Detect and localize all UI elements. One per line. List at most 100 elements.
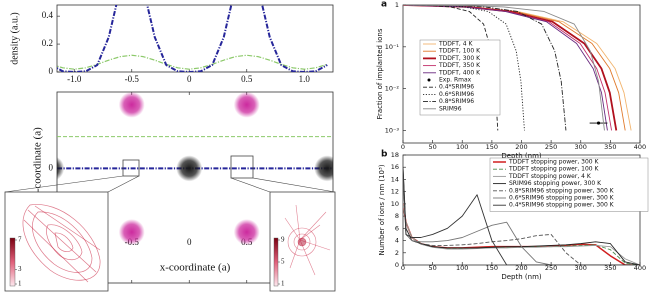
x-tick-label: -0.5 bbox=[125, 74, 140, 84]
legend-label: TDDFT stopping power, 300 K bbox=[508, 159, 599, 166]
legend-label: TDDFT, 100 K bbox=[438, 48, 481, 55]
y-tick-label: 0.2 bbox=[42, 38, 53, 48]
atom bbox=[176, 155, 203, 182]
left-panels: -0.5 0 0.5 0 x-coordinate (a) y-coordinate (a… bbox=[4, 4, 336, 292]
right-panels: 0 50 100 150 200 250 300 350 400110⁻¹10⁻²10⁻³Dep… bbox=[376, 0, 649, 281]
legend-label: 0.6*SRIM96 stopping power, 300 K bbox=[509, 195, 615, 202]
x-tick-label: 250 bbox=[545, 264, 557, 272]
y-tick-label: 8 bbox=[395, 212, 399, 220]
colorbar-tick-label: 3 bbox=[18, 265, 22, 273]
panel-label: a bbox=[381, 0, 387, 10]
x-tick-label: -1.0 bbox=[67, 74, 82, 84]
x-tick-label: 50 bbox=[428, 264, 436, 272]
y-axis-label: Number of ions / nm (10³) bbox=[378, 164, 386, 255]
legend-label: 0.8*SRIM96 bbox=[439, 98, 474, 105]
connector bbox=[107, 175, 140, 193]
legend-label: 0.4*SRIM96 stopping power, 300 K bbox=[509, 202, 615, 209]
colorbar-tick-label: 1 bbox=[281, 280, 285, 288]
x-tick-label: 200 bbox=[515, 143, 527, 151]
x-tick-label: 0.5 bbox=[241, 74, 253, 84]
legend-label: TDDFT stopping power, 4 K bbox=[508, 173, 592, 180]
y-tick-label: 2 bbox=[395, 249, 399, 257]
legend-swatch bbox=[427, 78, 431, 82]
x-tick-label: 100 bbox=[456, 143, 468, 151]
x-tick-label: 150 bbox=[486, 264, 498, 272]
legend-label: TDDFT, 350 K bbox=[438, 62, 481, 69]
x-tick-label: 0 bbox=[401, 264, 405, 272]
atom bbox=[233, 92, 260, 118]
inset-heatmap bbox=[269, 191, 336, 292]
x-tick-label: 0 bbox=[187, 74, 192, 84]
x-axis-label: Depth (nm) bbox=[501, 152, 542, 160]
chart: -1.0 -0.5 0 0.5 1.0 0 0.2 0.4 density (a.u.) bbox=[9, 4, 334, 84]
legend-label: 0.6*SRIM96 bbox=[439, 91, 474, 98]
legend-label: 0.4*SRIM96 bbox=[439, 84, 474, 91]
connector bbox=[252, 177, 336, 193]
y-tick-label: 0 bbox=[395, 261, 399, 269]
legend-label: SRIM96 bbox=[439, 105, 462, 112]
series-line bbox=[403, 5, 608, 131]
legend-label: TDDFT, 400 K bbox=[438, 69, 481, 76]
legend-box bbox=[419, 39, 501, 116]
x-tick-label: 50 bbox=[428, 143, 436, 151]
y-tick-label: 10⁻¹ bbox=[385, 43, 400, 51]
x-tick-label: 350 bbox=[604, 264, 616, 272]
chart: 0 50 100 150 200 250 300 350 400024681012141618D… bbox=[378, 150, 649, 281]
y-tick-label: 0 bbox=[49, 162, 54, 172]
colorbar-tick-label: 7 bbox=[18, 236, 22, 244]
legend-label: SRIM96 stopping power, 300 K bbox=[509, 180, 602, 187]
y-tick-label: 12 bbox=[391, 188, 399, 196]
series-line bbox=[403, 5, 567, 131]
x-axis-label: Depth (nm) bbox=[501, 273, 542, 281]
y-tick-label: 0 bbox=[49, 66, 54, 76]
y-axis-label: Fraction of implanted ions bbox=[376, 28, 384, 119]
series-line bbox=[403, 203, 640, 265]
panel-label: b bbox=[381, 150, 388, 160]
atom bbox=[118, 219, 145, 246]
atom bbox=[118, 92, 145, 118]
atom bbox=[233, 219, 260, 246]
series-line bbox=[403, 203, 640, 265]
series-line bbox=[403, 5, 605, 131]
x-tick-label: 300 bbox=[575, 143, 587, 151]
y-tick-label: 0.4 bbox=[42, 10, 54, 20]
x-tick-label: 400 bbox=[634, 143, 646, 151]
plot-frame bbox=[56, 91, 334, 284]
x-tick-label: 1.0 bbox=[299, 74, 311, 84]
x-tick-label: 350 bbox=[604, 143, 616, 151]
series-line bbox=[403, 203, 640, 265]
zoom-box bbox=[230, 155, 254, 179]
series-line bbox=[403, 173, 640, 265]
y-tick-label: 18 bbox=[391, 151, 399, 159]
y-axis-label: y-coordinate (a) bbox=[32, 127, 44, 198]
connector bbox=[4, 175, 124, 193]
x-tick-label: 150 bbox=[486, 143, 498, 151]
x-tick-label: 300 bbox=[575, 264, 587, 272]
x-tick-label: 200 bbox=[515, 264, 527, 272]
data-point bbox=[596, 121, 601, 125]
zoom-box bbox=[122, 159, 140, 177]
x-tick-label: 0 bbox=[401, 143, 405, 151]
colorbar-tick-label: 5 bbox=[281, 258, 285, 266]
y-tick-label: 10 bbox=[391, 200, 399, 208]
legend-label: 0.8*SRIM96 stopping power, 300 K bbox=[509, 187, 615, 194]
y-tick-label: 10⁻³ bbox=[385, 126, 400, 134]
y-tick-label: 16 bbox=[391, 163, 399, 171]
inset-heatmap bbox=[4, 191, 109, 292]
legend-label: TDDFT, 4 K bbox=[438, 41, 473, 48]
x-tick-label: 0 bbox=[187, 237, 192, 247]
y-tick-label: 14 bbox=[391, 175, 399, 183]
y-tick-label: 6 bbox=[395, 224, 399, 232]
legend-label: TDDFT stopping power, 100 K bbox=[508, 166, 599, 173]
y-axis-label: density (a.u.) bbox=[9, 12, 20, 65]
connector bbox=[230, 177, 271, 193]
legend-label: TDDFT, 300 K bbox=[438, 55, 481, 62]
legend-label: Exp. Rmax bbox=[439, 77, 472, 84]
colorbar-tick-label: 1 bbox=[18, 280, 22, 288]
x-tick-label: 100 bbox=[456, 264, 468, 272]
plot-frame bbox=[56, 4, 334, 73]
colorbar-tick-label: 9 bbox=[281, 236, 285, 244]
atom bbox=[314, 155, 333, 182]
y-tick-label: 4 bbox=[395, 237, 399, 245]
